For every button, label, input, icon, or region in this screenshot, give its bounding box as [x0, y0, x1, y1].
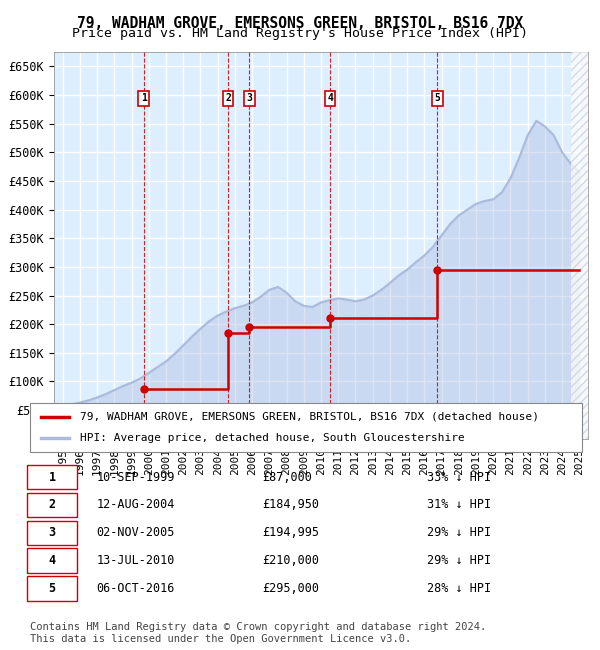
Text: 12-AUG-2004: 12-AUG-2004	[96, 499, 175, 512]
FancyBboxPatch shape	[27, 549, 77, 573]
Text: 02-NOV-2005: 02-NOV-2005	[96, 526, 175, 539]
Text: £194,995: £194,995	[262, 526, 319, 539]
Text: 28% ↓ HPI: 28% ↓ HPI	[427, 582, 491, 595]
Text: 06-OCT-2016: 06-OCT-2016	[96, 582, 175, 595]
Text: 2: 2	[49, 499, 56, 512]
Text: £87,000: £87,000	[262, 471, 312, 484]
Text: 5: 5	[49, 582, 56, 595]
Text: £295,000: £295,000	[262, 582, 319, 595]
Text: 33% ↓ HPI: 33% ↓ HPI	[427, 471, 491, 484]
Text: 1: 1	[49, 471, 56, 484]
Text: 31% ↓ HPI: 31% ↓ HPI	[427, 499, 491, 512]
FancyBboxPatch shape	[27, 576, 77, 601]
Text: 79, WADHAM GROVE, EMERSONS GREEN, BRISTOL, BS16 7DX (detached house): 79, WADHAM GROVE, EMERSONS GREEN, BRISTO…	[80, 411, 539, 422]
Text: 2: 2	[225, 94, 231, 103]
Text: 4: 4	[327, 94, 333, 103]
Text: 3: 3	[246, 94, 252, 103]
Text: £184,950: £184,950	[262, 499, 319, 512]
Text: HPI: Average price, detached house, South Gloucestershire: HPI: Average price, detached house, Sout…	[80, 433, 464, 443]
Bar	[571, 52, 588, 439]
Text: 1: 1	[140, 94, 146, 103]
Text: 79, WADHAM GROVE, EMERSONS GREEN, BRISTOL, BS16 7DX: 79, WADHAM GROVE, EMERSONS GREEN, BRISTO…	[77, 16, 523, 31]
Text: 13-JUL-2010: 13-JUL-2010	[96, 554, 175, 567]
FancyBboxPatch shape	[27, 493, 77, 517]
Text: 3: 3	[49, 526, 56, 539]
Text: Price paid vs. HM Land Registry's House Price Index (HPI): Price paid vs. HM Land Registry's House …	[72, 27, 528, 40]
Text: 29% ↓ HPI: 29% ↓ HPI	[427, 554, 491, 567]
Text: 29% ↓ HPI: 29% ↓ HPI	[427, 526, 491, 539]
Text: £210,000: £210,000	[262, 554, 319, 567]
Text: 5: 5	[434, 94, 440, 103]
Text: 4: 4	[49, 554, 56, 567]
FancyBboxPatch shape	[27, 465, 77, 489]
Text: Contains HM Land Registry data © Crown copyright and database right 2024.
This d: Contains HM Land Registry data © Crown c…	[30, 622, 486, 644]
FancyBboxPatch shape	[27, 521, 77, 545]
Text: 10-SEP-1999: 10-SEP-1999	[96, 471, 175, 484]
FancyBboxPatch shape	[30, 403, 582, 452]
